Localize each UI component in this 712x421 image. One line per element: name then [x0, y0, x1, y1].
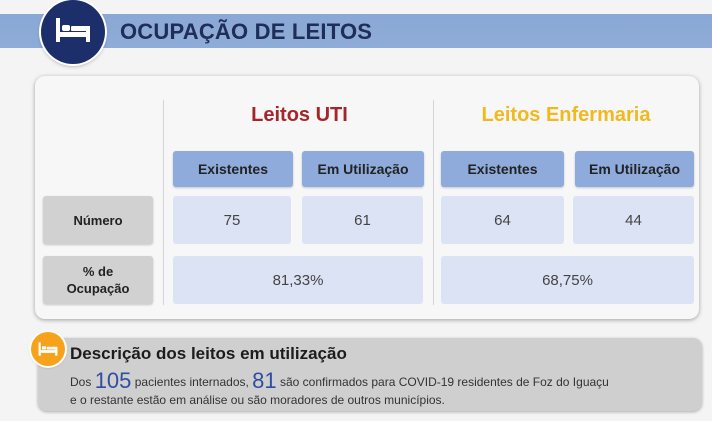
page-title: OCUPAÇÃO DE LEITOS [120, 19, 373, 44]
header-bar [0, 14, 712, 48]
description-title: Descrição dos leitos em utilização [70, 344, 347, 363]
confirmed-count: 81 [252, 368, 277, 393]
col-head-enf-existentes: Existentes [441, 151, 564, 187]
divider [163, 100, 164, 305]
group-title-uti: Leitos UTI [251, 104, 348, 126]
cell-enf-em-utilizacao: 44 [573, 196, 694, 244]
col-head-uti-em-utilizacao: Em Utilização [302, 151, 424, 187]
description-line-1: Dos 105 pacientes internados, 81 são con… [70, 368, 609, 394]
row-head-numero: Número [43, 196, 153, 244]
description-text: Dos [70, 375, 92, 389]
header-badge [41, 0, 105, 64]
divider [433, 100, 434, 305]
cell-enf-ocupacao: 68,75% [441, 256, 694, 304]
description-box [38, 338, 702, 411]
row-head-line: % de [82, 264, 114, 279]
patients-count: 105 [94, 368, 132, 393]
description-line-2: e o restante estão em análise ou são mor… [70, 393, 445, 407]
row-head-line: Ocupação [66, 281, 130, 296]
cell-uti-ocupacao: 81,33% [173, 256, 423, 304]
occupancy-card: Leitos UTI Leitos Enfermaria Existentes … [35, 76, 699, 319]
col-head-enf-em-utilizacao: Em Utilização [575, 151, 694, 187]
bed-icon [56, 18, 90, 42]
group-title-enfermaria: Leitos Enfermaria [481, 104, 651, 126]
bed-icon [38, 342, 58, 356]
description-text: são confirmados para COVID-19 residentes… [280, 375, 609, 389]
col-head-uti-existentes: Existentes [173, 151, 293, 187]
cell-enf-existentes: 64 [441, 196, 564, 244]
description-text: pacientes internados, [134, 375, 249, 389]
description-badge [31, 332, 65, 366]
cell-uti-em-utilizacao: 61 [302, 196, 423, 244]
cell-uti-existentes: 75 [173, 196, 291, 244]
row-head-ocupacao: % de Ocupação [43, 256, 153, 304]
